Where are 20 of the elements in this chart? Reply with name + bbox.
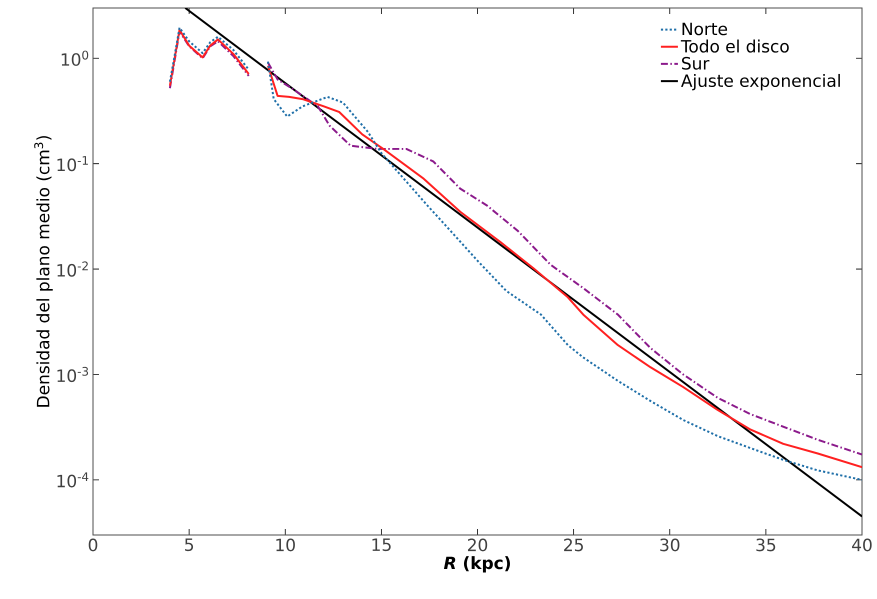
- x-tick-label: 0: [88, 538, 98, 552]
- y-tick-label: 10$^{-4}$: [57, 472, 88, 488]
- legend-label: Sur: [682, 56, 710, 70]
- x-axis-title: R (kpc): [444, 556, 510, 573]
- x-tick-label: 40: [852, 538, 872, 552]
- x-tick-label: 5: [185, 538, 194, 552]
- y-tick-label: 10$^{-3}$: [57, 366, 88, 382]
- legend-label: Todo el disco: [680, 40, 789, 53]
- legend-label: Ajuste exponencial: [681, 74, 840, 90]
- y-tick-label: 10$^{0}$: [62, 50, 88, 66]
- x-tick-label: 15: [372, 538, 391, 552]
- y-tick-label: 10$^{-2}$: [57, 261, 88, 277]
- x-tick-label: 30: [660, 538, 680, 552]
- x-tick-label: 25: [564, 538, 583, 552]
- x-tick-label: 35: [756, 538, 776, 552]
- x-tick-label: 10: [276, 538, 295, 552]
- y-tick-label: 10$^{-1}$: [57, 156, 88, 172]
- x-tick-label: 20: [468, 538, 488, 552]
- y-axis-title: Densidad del plano medio (cm$^{3}$): [34, 136, 53, 407]
- legend-label: Norte: [682, 22, 728, 36]
